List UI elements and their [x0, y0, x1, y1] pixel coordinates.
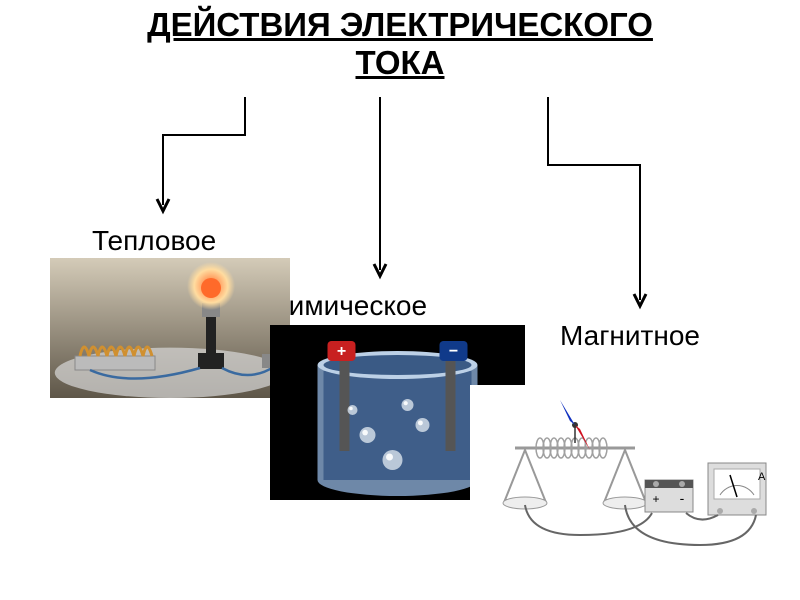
illustration-thermal: [50, 258, 290, 398]
arrow-magnetic: [548, 97, 640, 300]
label-thermal: Тепловое: [92, 225, 216, 257]
arrow-thermal: [163, 97, 245, 205]
svg-text:A: A: [758, 471, 766, 483]
illustration-magnetic: + - A: [470, 385, 775, 565]
svg-text:−: −: [449, 343, 458, 360]
label-magnetic: Магнитное: [560, 320, 700, 352]
label-chemical: Химическое: [270, 290, 427, 322]
svg-text:-: -: [680, 490, 685, 506]
svg-text:+: +: [652, 492, 659, 506]
svg-text:+: +: [337, 343, 346, 360]
